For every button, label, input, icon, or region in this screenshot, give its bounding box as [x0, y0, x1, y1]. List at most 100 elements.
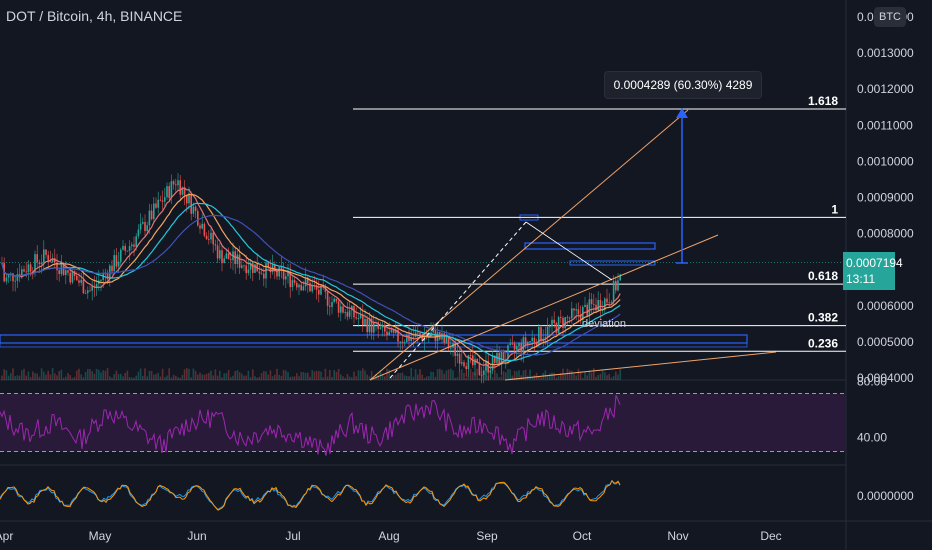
- volume-bar: [106, 368, 109, 380]
- candle-body: [597, 300, 599, 311]
- candle: [546, 317, 549, 348]
- volume-bar: [615, 371, 617, 380]
- time-axis-label: Dec: [760, 529, 781, 543]
- volume-bar: [95, 368, 98, 380]
- volume-bar: [23, 368, 25, 380]
- volume-bar: [98, 369, 100, 380]
- candle-body: [489, 370, 492, 373]
- candle: [461, 351, 463, 367]
- current-price: 0.0007194: [846, 256, 903, 270]
- candle: [542, 329, 544, 347]
- time-axis-label: Aug: [378, 529, 399, 543]
- candle: [115, 247, 118, 270]
- candle: [540, 325, 542, 345]
- candle-body: [95, 284, 98, 288]
- candle: [36, 245, 38, 268]
- candle-body: [568, 317, 571, 319]
- volume-bar: [434, 376, 437, 380]
- candle: [223, 255, 225, 264]
- price-axis-label: 0.0011000: [857, 118, 913, 132]
- volume-bar: [524, 369, 527, 380]
- candle-body: [274, 264, 276, 271]
- candle-body: [170, 181, 173, 199]
- volume-bar: [573, 373, 575, 380]
- candle: [241, 258, 243, 269]
- candle: [575, 303, 577, 321]
- candle: [509, 338, 511, 346]
- candle-body: [590, 299, 593, 305]
- volume-bar: [252, 369, 254, 380]
- volume-bar: [201, 374, 203, 380]
- candle: [285, 273, 287, 289]
- candle: [353, 304, 355, 324]
- candle: [142, 217, 144, 225]
- volume-bar: [346, 373, 349, 380]
- candle-body: [203, 223, 206, 236]
- candle: [474, 354, 476, 376]
- volume-bar: [610, 377, 613, 380]
- candle: [291, 275, 294, 292]
- candle-body: [344, 312, 346, 313]
- volume-bar: [87, 368, 89, 380]
- candle: [370, 315, 373, 340]
- candle-body: [131, 244, 133, 247]
- candle: [340, 300, 342, 322]
- volume-bar: [375, 373, 377, 380]
- volume-bar: [313, 371, 316, 380]
- candle: [12, 272, 14, 292]
- volume-bar: [260, 373, 263, 380]
- candle-body: [392, 329, 395, 333]
- candle: [346, 301, 349, 321]
- volume-bar: [32, 371, 34, 380]
- volume-bar: [551, 372, 553, 380]
- currency-badge[interactable]: BTC: [874, 7, 906, 27]
- candle-body: [324, 286, 327, 292]
- candle-body: [225, 253, 228, 259]
- candle-body: [47, 254, 49, 262]
- candle: [357, 313, 360, 328]
- volume-bar: [115, 370, 118, 380]
- candle: [342, 305, 344, 314]
- volume-bar: [73, 376, 76, 380]
- volume-bar: [269, 370, 272, 380]
- fibonacci-levels: 1.618 1 0.618 0.382 0.236: [353, 94, 846, 352]
- volume-bar: [476, 368, 478, 380]
- candle-body: [577, 309, 580, 315]
- ma-mid: [1, 193, 621, 366]
- volume-bar: [331, 377, 333, 380]
- price-axis-label: 0.0013000: [857, 46, 914, 60]
- rsi-axis-label: 80.00: [857, 375, 887, 389]
- price-axis-label: 0.0012000: [857, 82, 914, 96]
- symbol-name: DOT / Bitcoin: [6, 8, 89, 24]
- volume-bar: [428, 376, 430, 380]
- volume-bar: [133, 377, 135, 380]
- volume-bar: [296, 373, 298, 380]
- candle-body: [555, 322, 558, 333]
- candle: [432, 322, 434, 333]
- candle: [137, 224, 140, 239]
- candle: [601, 301, 604, 314]
- candle-body: [395, 329, 397, 333]
- candle: [258, 265, 261, 281]
- candle-body: [335, 298, 338, 302]
- volume-bar: [91, 371, 93, 380]
- volume-bar: [124, 372, 126, 380]
- candle-body: [51, 258, 54, 263]
- volume-bar: [478, 377, 481, 380]
- candle-body: [40, 262, 43, 265]
- candle-body: [104, 273, 107, 275]
- volume-bar: [469, 368, 472, 380]
- volume-bar: [432, 371, 434, 380]
- candle-body: [208, 239, 210, 240]
- candle-body: [82, 279, 85, 294]
- volume-bar: [221, 377, 223, 380]
- volume-bar: [47, 370, 49, 380]
- volume-bar: [38, 376, 41, 380]
- candle: [157, 191, 159, 214]
- volume-bar: [566, 368, 569, 380]
- rsi-band: [0, 393, 846, 452]
- candle: [331, 296, 333, 315]
- candle-body: [562, 317, 564, 329]
- candle-body: [529, 341, 531, 343]
